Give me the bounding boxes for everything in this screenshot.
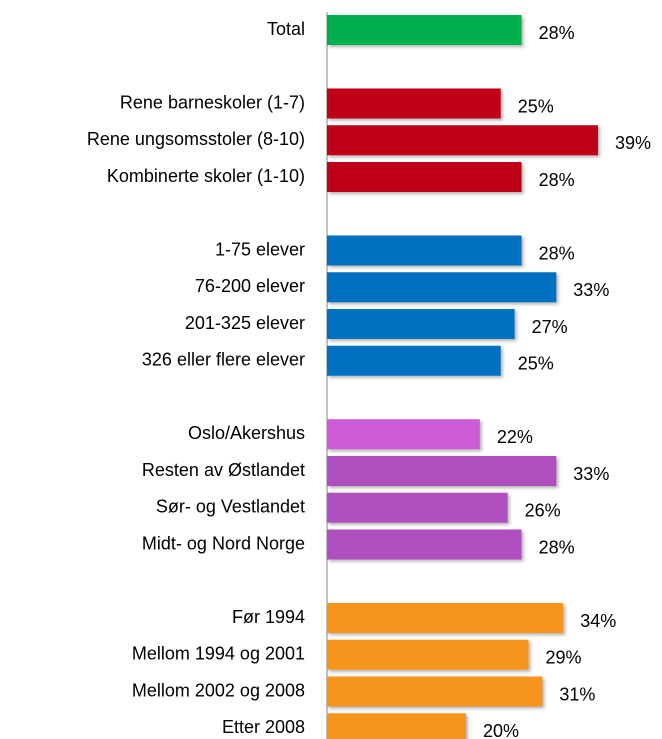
value-label: 34%: [580, 611, 616, 631]
value-label: 33%: [573, 464, 609, 484]
value-label: 31%: [559, 684, 595, 704]
category-label: 76-200 elever: [195, 276, 305, 296]
category-label: Sør- og Vestlandet: [156, 497, 305, 517]
category-label: Rene barneskoler (1-7): [120, 92, 305, 112]
value-label: 28%: [539, 23, 575, 43]
bar: [327, 529, 522, 560]
category-label: 1-75 elever: [215, 239, 305, 259]
bar: [327, 15, 522, 45]
value-label: 28%: [539, 537, 575, 557]
bar: [327, 88, 501, 119]
value-label: 25%: [518, 354, 554, 374]
bar: [327, 272, 557, 303]
category-label: 326 eller flere elever: [142, 350, 305, 370]
value-label: 25%: [518, 96, 554, 116]
category-label: Oslo/Akershus: [188, 423, 305, 443]
bar: [327, 125, 598, 156]
bar: [327, 676, 543, 707]
value-label: 28%: [539, 243, 575, 263]
value-label: 28%: [539, 170, 575, 190]
bar: [327, 345, 501, 376]
category-label: Total: [267, 19, 305, 39]
bar: [327, 162, 522, 192]
category-label: Mellom 2002 og 2008: [132, 680, 305, 700]
value-label: 27%: [532, 317, 568, 337]
value-label: 22%: [497, 427, 533, 447]
bar: [327, 456, 557, 486]
value-label: 33%: [573, 280, 609, 300]
category-label: Kombinerte skoler (1-10): [107, 166, 305, 186]
bar: [327, 492, 508, 523]
value-label: 29%: [546, 648, 582, 668]
value-label: 39%: [615, 133, 651, 153]
bar: [327, 309, 515, 339]
value-label: 20%: [483, 721, 519, 739]
bar: [327, 235, 522, 266]
category-label: Resten av Østlandet: [142, 460, 305, 480]
bar: [327, 419, 480, 450]
category-label: Før 1994: [232, 607, 305, 627]
bar: [327, 713, 466, 739]
value-label: 26%: [525, 501, 561, 521]
category-label: Etter 2008: [222, 717, 305, 737]
bar: [327, 639, 529, 670]
category-label: Rene ungsomsstoler (8-10): [87, 129, 305, 149]
bar: [327, 603, 564, 633]
category-label: 201-325 elever: [185, 313, 305, 333]
category-label: Mellom 1994 og 2001: [132, 644, 305, 664]
category-label: Midt- og Nord Norge: [142, 533, 305, 553]
